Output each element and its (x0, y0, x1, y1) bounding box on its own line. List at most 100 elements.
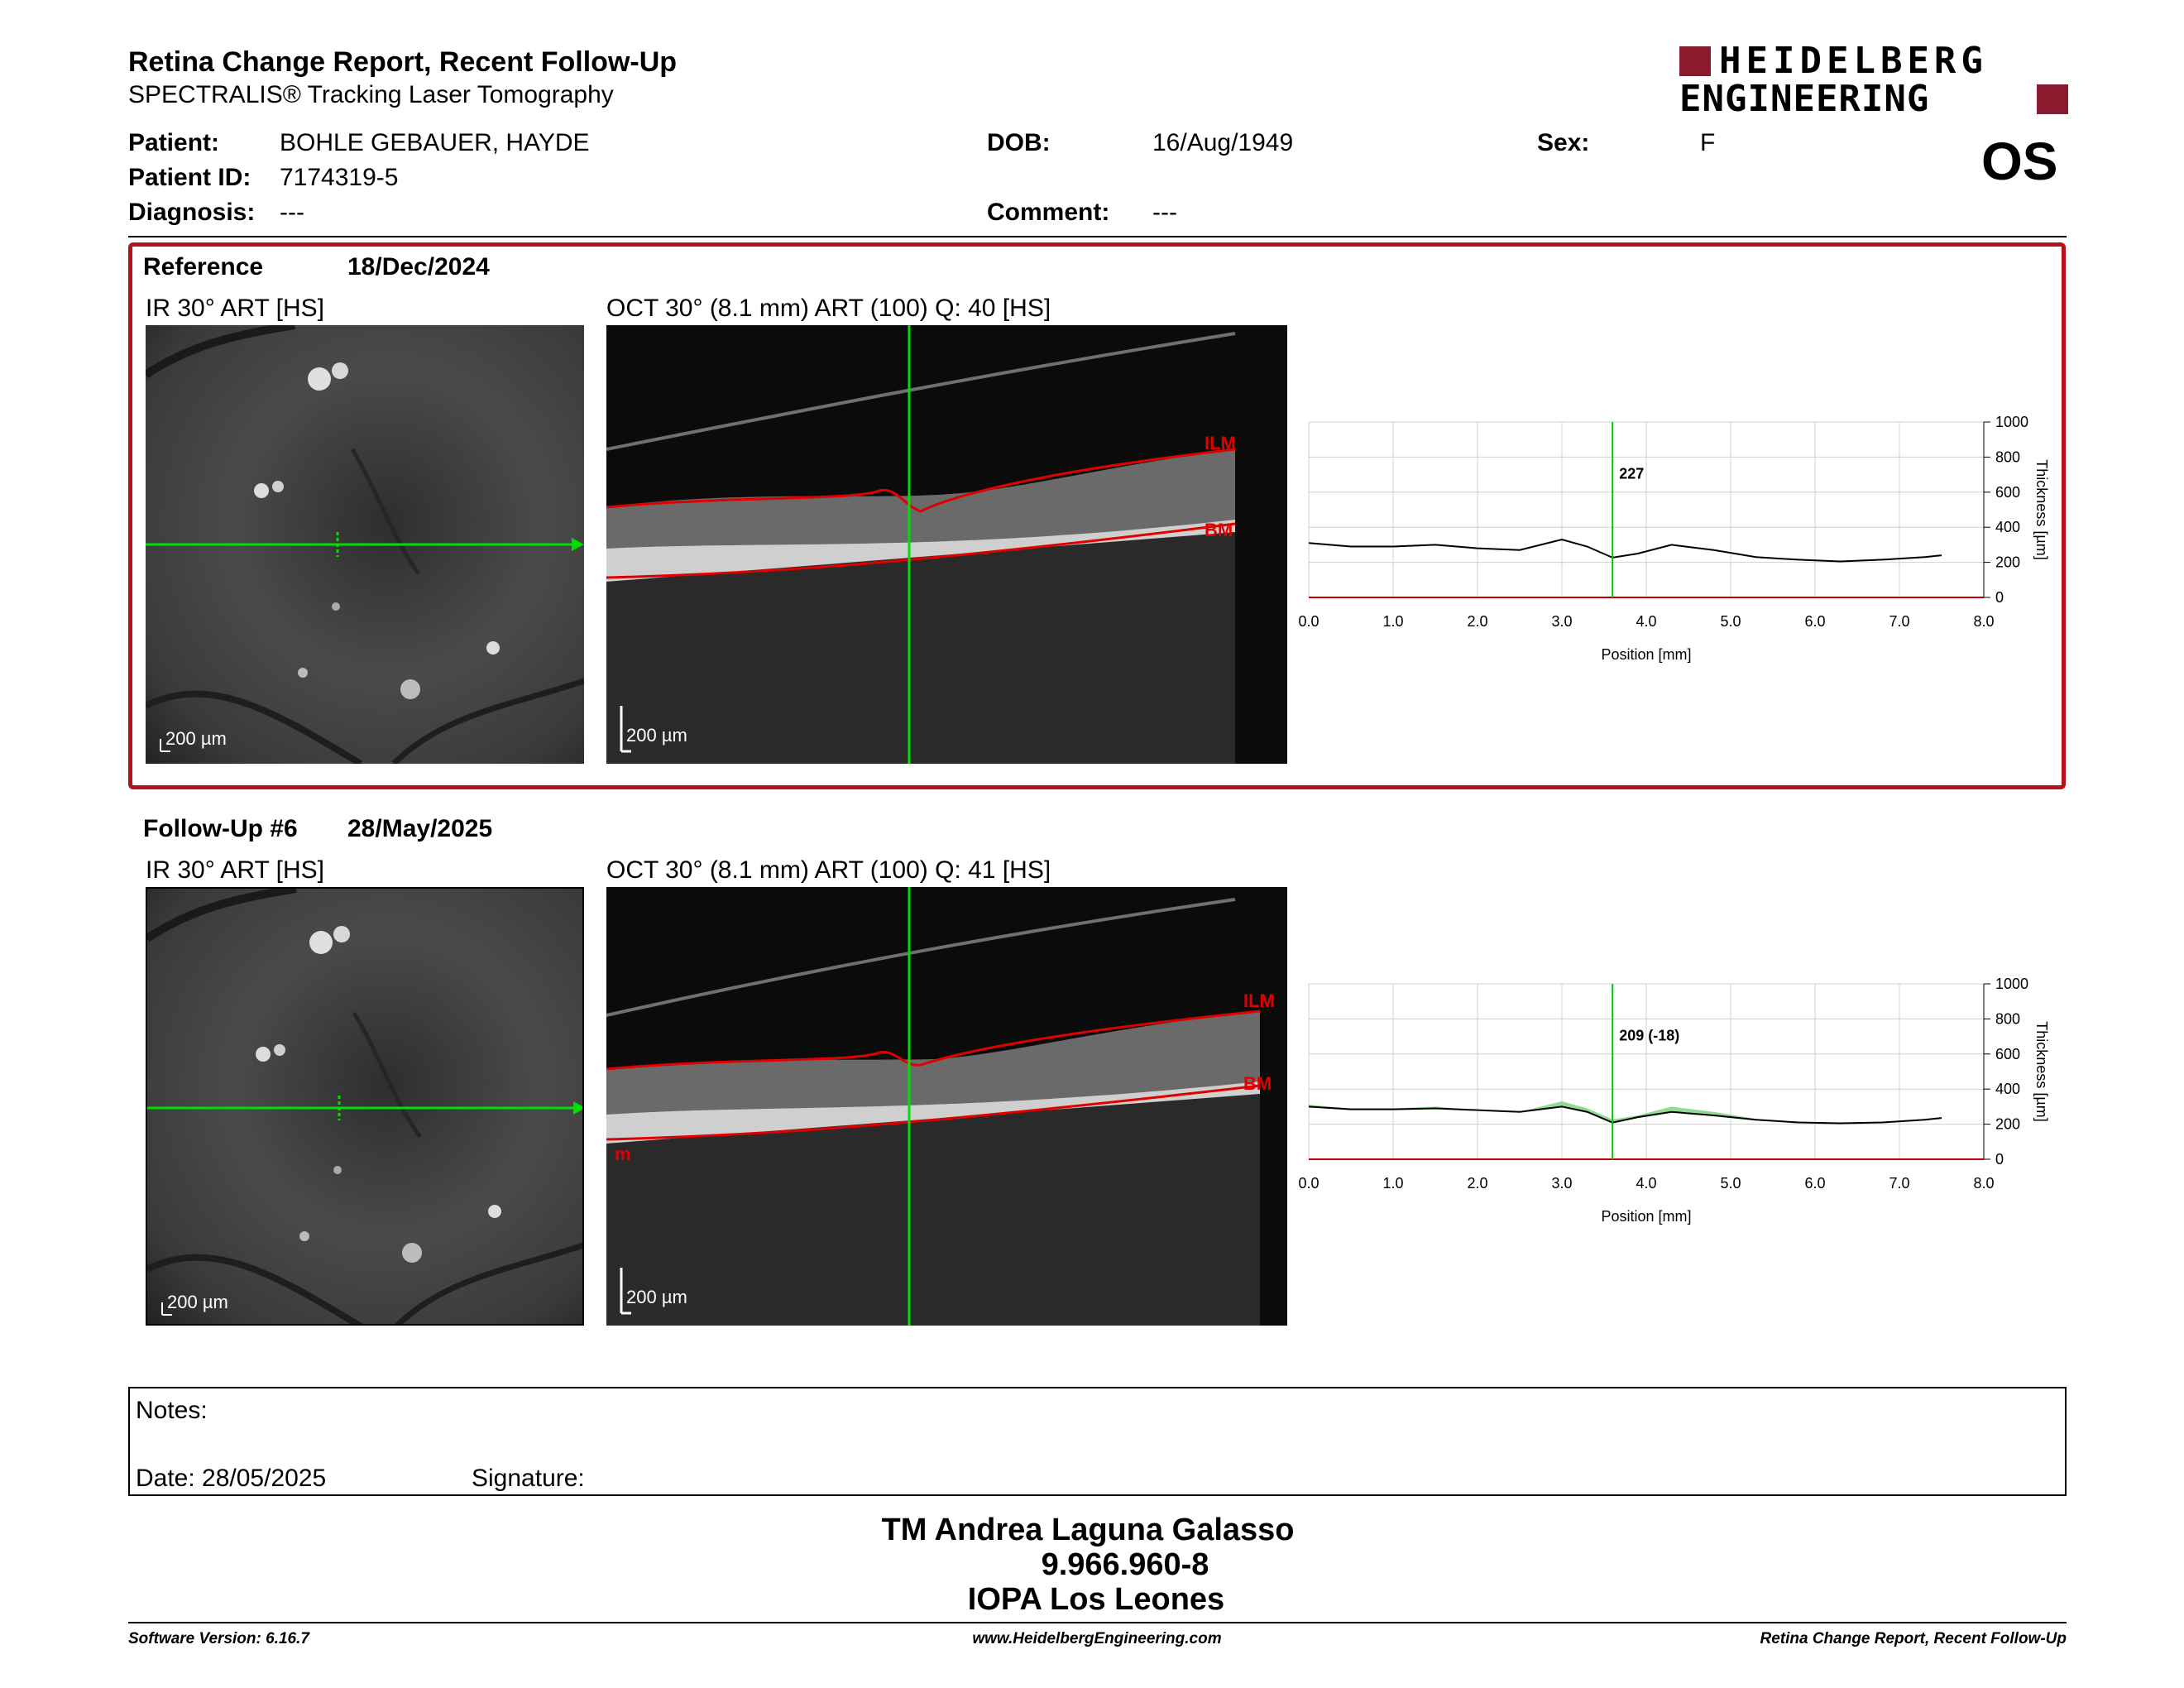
reference-oct-title: OCT 30° (8.1 mm) ART (100) Q: 40 [HS] (606, 295, 1051, 322)
reference-fundus-vessels (146, 325, 584, 764)
notes-label: Notes: (136, 1397, 208, 1424)
reference-ir-image: 200 µm (146, 325, 584, 764)
followup-fundus-vessels (147, 889, 582, 1324)
y-tick-label: 0 (1995, 1151, 2004, 1168)
diagnosis-value: --- (280, 199, 304, 226)
followup-date: 28/May/2025 (347, 815, 493, 842)
reference-ir-title: IR 30° ART [HS] (146, 295, 324, 322)
x-tick-label: 2.0 (1467, 1175, 1487, 1192)
y-tick-label: 800 (1995, 448, 2020, 465)
reference-oct-bscan (606, 325, 1236, 764)
header-divider (128, 236, 2067, 237)
x-axis-label: Position [mm] (1601, 1208, 1691, 1225)
logo-block-bottom (2037, 84, 2068, 114)
reference-oct-image: ILM BM 200 µm (606, 325, 1287, 764)
x-tick-label: 7.0 (1889, 1175, 1909, 1192)
patient-name: BOHLE GEBAUER, HAYDE (280, 129, 590, 156)
followup-ir-title: IR 30° ART [HS] (146, 856, 324, 884)
y-tick-label: 400 (1995, 519, 2020, 535)
sex-value: F (1700, 129, 1716, 156)
footer-divider (128, 1622, 2067, 1623)
notes-box[interactable] (128, 1387, 2067, 1496)
followup-ilm-label: ILM (1243, 990, 1275, 1011)
x-tick-label: 6.0 (1804, 1175, 1825, 1192)
x-tick-label: 5.0 (1720, 613, 1741, 630)
x-tick-label: 0.0 (1298, 613, 1319, 630)
signatory-id: 9.966.960-8 (1041, 1547, 1209, 1582)
x-tick-label: 5.0 (1720, 1175, 1741, 1192)
y-tick-label: 800 (1995, 1010, 2020, 1027)
cursor-value-label: 209 (-18) (1619, 1028, 1679, 1044)
signatory-name: TM Andrea Laguna Galasso (881, 1513, 1295, 1547)
y-tick-label: 400 (1995, 1081, 2020, 1097)
report-title: Retina Change Report, Recent Follow-Up (128, 46, 678, 78)
signature-label: Signature: (472, 1465, 585, 1492)
followup-ir-image: 200 µm (146, 887, 584, 1326)
footer-report-name: Retina Change Report, Recent Follow-Up (1760, 1630, 2067, 1647)
dob-label: DOB: (987, 129, 1051, 156)
followup-oct-title: OCT 30° (8.1 mm) ART (100) Q: 41 [HS] (606, 856, 1051, 884)
software-version: Software Version: 6.16.7 (128, 1630, 309, 1647)
x-tick-label: 1.0 (1382, 613, 1403, 630)
x-tick-label: 8.0 (1973, 613, 1994, 630)
dob-value: 16/Aug/1949 (1152, 129, 1294, 156)
logo-line-2: ENGINEERING (1679, 78, 1930, 120)
cursor-value-label: 227 (1619, 466, 1644, 482)
followup-label: Follow-Up #6 (143, 815, 298, 842)
y-axis-label: Thickness [µm] (2033, 459, 2050, 559)
x-tick-label: 0.0 (1298, 1175, 1319, 1192)
x-tick-label: 3.0 (1551, 1175, 1572, 1192)
x-tick-label: 8.0 (1973, 1175, 1994, 1192)
x-tick-label: 3.0 (1551, 613, 1572, 630)
y-tick-label: 600 (1995, 484, 2020, 501)
reference-ilm-label: ILM (1205, 433, 1236, 453)
eye-label: OS (1981, 132, 2058, 191)
y-axis-label: Thickness [µm] (2033, 1021, 2050, 1121)
patient-id-label: Patient ID: (128, 164, 251, 191)
x-tick-label: 7.0 (1889, 613, 1909, 630)
followup-edge-label: m (615, 1144, 631, 1164)
followup-ir-scale: 200 µm (167, 1292, 228, 1312)
x-tick-label: 4.0 (1636, 1175, 1656, 1192)
reference-ir-scale: 200 µm (165, 728, 227, 749)
reference-frame (128, 242, 2066, 789)
sex-label: Sex: (1537, 129, 1590, 156)
signatory-institution: IOPA Los Leones (967, 1582, 1225, 1617)
reference-date: 18/Dec/2024 (347, 253, 490, 281)
followup-oct-bscan (606, 887, 1261, 1326)
logo-block-top (1679, 46, 1711, 76)
y-tick-label: 600 (1995, 1046, 2020, 1062)
reference-bm-label: BM (1205, 520, 1233, 540)
patient-label: Patient: (128, 129, 220, 156)
reference-thickness-chart: 0.0 1.0 2.0 3.0 4.0 5.0 6.0 7.0 8.00 200 400 600 800… (1298, 414, 2050, 663)
comment-value: --- (1152, 199, 1177, 226)
reference-label: Reference (143, 253, 264, 281)
thickness-difference-area (1309, 1101, 1942, 1124)
followup-bm-label: BM (1243, 1073, 1272, 1094)
reference-oct-scale: 200 µm (626, 725, 687, 746)
x-tick-label: 2.0 (1467, 613, 1487, 630)
thickness-series-line (1308, 539, 1942, 563)
y-tick-label: 200 (1995, 554, 2020, 571)
y-tick-label: 200 (1995, 1116, 2020, 1133)
followup-thickness-chart: 0.0 1.0 2.0 3.0 4.0 5.0 6.0 7.0 8.00 200 400 600 800… (1298, 976, 2050, 1225)
followup-oct-scale: 200 µm (626, 1287, 687, 1307)
reference-scan-line (146, 532, 584, 752)
followup-oct-image: ILM BM m 200 µm (606, 887, 1287, 1326)
x-tick-label: 4.0 (1636, 613, 1656, 630)
website-link[interactable]: www.HeidelbergEngineering.com (972, 1630, 1222, 1647)
x-axis-label: Position [mm] (1601, 646, 1691, 663)
thickness-series-line (1308, 1105, 1942, 1125)
notes-date: Date: 28/05/2025 (136, 1465, 327, 1492)
y-tick-label: 1000 (1995, 976, 2028, 992)
x-tick-label: 1.0 (1382, 1175, 1403, 1192)
heidelberg-logo: HEIDELBERG ENGINEERING (1679, 40, 2068, 120)
device-name: SPECTRALIS® Tracking Laser Tomography (128, 81, 614, 108)
comment-label: Comment: (987, 199, 1110, 226)
y-tick-label: 0 (1995, 589, 2004, 606)
logo-line-1: HEIDELBERG (1719, 40, 1988, 82)
y-tick-label: 1000 (1995, 414, 2028, 430)
diagnosis-label: Diagnosis: (128, 199, 256, 226)
patient-id: 7174319-5 (280, 164, 399, 191)
followup-scan-line (147, 1096, 582, 1316)
